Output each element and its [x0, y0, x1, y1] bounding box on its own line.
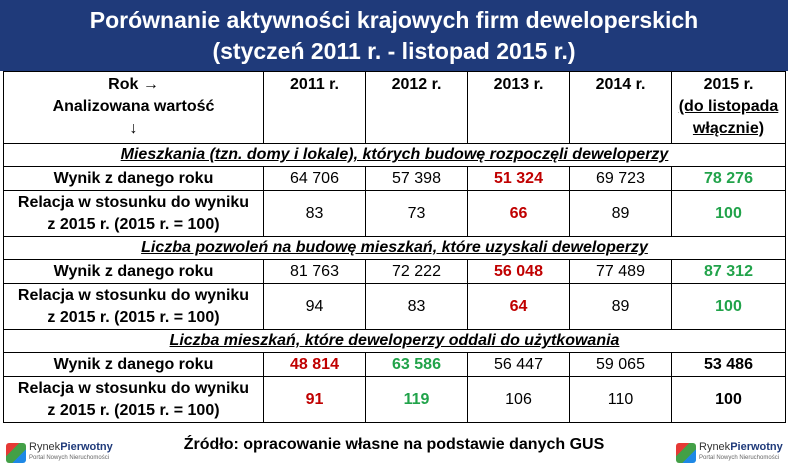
relation-line-2: z 2015 r. (2015 r. = 100) [47, 215, 220, 233]
logo-text: RynekPierwotny Portal Nowych Nieruchomoś… [29, 442, 113, 464]
title-banner: Porównanie aktywności krajowych firm dew… [0, 0, 788, 71]
logo-left: RynekPierwotny Portal Nowych Nieruchomoś… [6, 440, 113, 466]
section-row: Mieszkania (tzn. domy i lokale), których… [3, 143, 786, 167]
logo-text: RynekPierwotny Portal Nowych Nieruchomoś… [699, 442, 783, 464]
cell-highest: 119 [365, 376, 468, 423]
cell: 89 [569, 190, 672, 237]
cell: 53 486 [671, 352, 786, 377]
header-year-2013: 2013 r. [467, 71, 570, 144]
relation-line-2: z 2015 r. (2015 r. = 100) [47, 308, 220, 326]
header-row: Rok → Analizowana wartość ↓ 2011 r. 2012… [3, 71, 786, 144]
relation-line-1: Relacja w stosunku do wyniku [17, 379, 250, 397]
table-row: Wynik z danego roku 64 706 57 398 51 324… [3, 166, 786, 191]
logo-name-a: Rynek [699, 441, 731, 453]
logo-right: RynekPierwotny Portal Nowych Nieruchomoś… [676, 440, 783, 466]
cell-lowest: 48 814 [263, 352, 366, 377]
logo-name-b: Pierwotny [60, 441, 113, 453]
row-label: Wynik z danego roku [3, 259, 264, 284]
cell: 77 489 [569, 259, 672, 284]
cell: 72 222 [365, 259, 468, 284]
cell: 106 [467, 376, 570, 423]
year-2015-line-2: (do listopada [678, 98, 779, 115]
cell: 57 398 [365, 166, 468, 191]
section-row: Liczba mieszkań, które deweloperzy oddal… [3, 329, 786, 353]
section-title: Liczba pozwoleń na budowę mieszkań, któr… [3, 236, 786, 260]
logo-name-a: Rynek [29, 441, 61, 453]
cell: 64 706 [263, 166, 366, 191]
cell: 94 [263, 283, 366, 330]
table-row: Relacja w stosunku do wyniku z 2015 r. (… [3, 376, 786, 423]
logo-tagline: Portal Nowych Nieruchomości [29, 455, 110, 461]
header-year-2012: 2012 r. [365, 71, 468, 144]
header-corner: Rok → Analizowana wartość ↓ [3, 71, 264, 144]
source-note: Źródło: opracowanie własne na podstawie … [183, 436, 605, 453]
cell: 100 [671, 376, 786, 423]
cell: 56 447 [467, 352, 570, 377]
row-label: Relacja w stosunku do wyniku z 2015 r. (… [3, 376, 264, 423]
cell-highest: 87 312 [671, 259, 786, 284]
year-2015-line-3: włącznie) [692, 120, 765, 137]
section-title: Liczba mieszkań, które deweloperzy oddal… [3, 329, 786, 353]
table-row: Wynik z danego roku 48 814 63 586 56 447… [3, 352, 786, 377]
comparison-table: Rok → Analizowana wartość ↓ 2011 r. 2012… [3, 71, 786, 423]
row-label: Relacja w stosunku do wyniku z 2015 r. (… [3, 190, 264, 237]
cell: 81 763 [263, 259, 366, 284]
cell-highest: 63 586 [365, 352, 468, 377]
cell-highest: 100 [671, 283, 786, 330]
title-line-1: Porównanie aktywności krajowych firm dew… [89, 7, 699, 33]
logo-tagline: Portal Nowych Nieruchomości [699, 455, 780, 461]
logo-name-b: Pierwotny [730, 441, 783, 453]
cell-lowest: 56 048 [467, 259, 570, 284]
section-row: Liczba pozwoleń na budowę mieszkań, któr… [3, 236, 786, 260]
table-row: Wynik z danego roku 81 763 72 222 56 048… [3, 259, 786, 284]
row-label: Wynik z danego roku [3, 166, 264, 191]
cell-lowest: 51 324 [467, 166, 570, 191]
header-year-2015: 2015 r. (do listopada włącznie) [671, 71, 786, 144]
cell: 89 [569, 283, 672, 330]
relation-line-2: z 2015 r. (2015 r. = 100) [47, 401, 220, 419]
corner-line-2: Analizowana wartość [52, 98, 215, 115]
cell: 73 [365, 190, 468, 237]
year-2015-line-1: 2015 r. [703, 76, 754, 93]
cell: 69 723 [569, 166, 672, 191]
cell: 59 065 [569, 352, 672, 377]
relation-line-1: Relacja w stosunku do wyniku [17, 286, 250, 304]
cell-lowest: 91 [263, 376, 366, 423]
cell: 83 [263, 190, 366, 237]
corner-line-3: ↓ [129, 120, 138, 137]
cell-highest: 100 [671, 190, 786, 237]
cell: 83 [365, 283, 468, 330]
table-row: Relacja w stosunku do wyniku z 2015 r. (… [3, 190, 786, 237]
cell-lowest: 64 [467, 283, 570, 330]
cube-logo-icon [676, 443, 696, 463]
header-year-2011: 2011 r. [263, 71, 366, 144]
cube-logo-icon [6, 443, 26, 463]
section-title: Mieszkania (tzn. domy i lokale), których… [3, 143, 786, 167]
corner-line-1: Rok → [108, 76, 159, 93]
relation-line-1: Relacja w stosunku do wyniku [17, 193, 250, 211]
table-row: Relacja w stosunku do wyniku z 2015 r. (… [3, 283, 786, 330]
cell: 110 [569, 376, 672, 423]
header-year-2014: 2014 r. [569, 71, 672, 144]
cell-lowest: 66 [467, 190, 570, 237]
title-line-2: (styczeń 2011 r. - listopad 2015 r.) [212, 38, 576, 64]
cell-highest: 78 276 [671, 166, 786, 191]
row-label: Relacja w stosunku do wyniku z 2015 r. (… [3, 283, 264, 330]
row-label: Wynik z danego roku [3, 352, 264, 377]
